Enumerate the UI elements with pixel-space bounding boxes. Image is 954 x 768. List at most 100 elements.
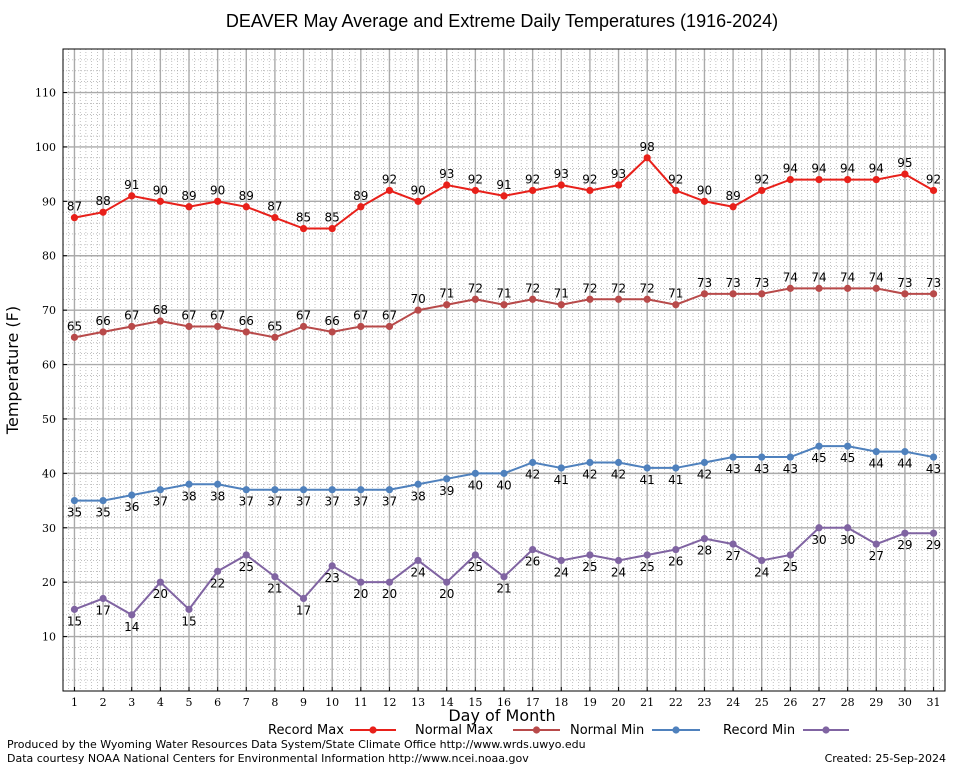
y-tick-label: 40	[42, 467, 56, 480]
data-label: 21	[496, 582, 511, 596]
data-point	[729, 203, 737, 211]
x-tick-label: 6	[214, 696, 221, 709]
data-label: 37	[382, 495, 397, 509]
data-point	[185, 203, 193, 211]
data-point	[156, 197, 164, 205]
data-label: 71	[668, 287, 683, 301]
data-point	[443, 475, 451, 483]
data-point	[529, 295, 537, 303]
data-label: 40	[496, 478, 511, 492]
x-tick-label: 28	[841, 696, 855, 709]
data-label: 43	[754, 462, 769, 476]
data-point	[643, 154, 651, 162]
data-point	[758, 556, 766, 565]
data-label: 91	[496, 178, 511, 192]
data-label: 43	[926, 462, 941, 476]
data-point	[414, 556, 422, 565]
data-point	[185, 605, 193, 613]
data-point	[156, 317, 164, 325]
data-point	[786, 551, 794, 559]
data-label: 74	[869, 270, 884, 284]
data-label: 87	[267, 200, 282, 214]
data-label: 36	[124, 500, 139, 514]
data-point	[385, 186, 394, 195]
data-point	[156, 578, 164, 586]
data-label: 37	[325, 495, 340, 509]
data-label: 25	[582, 560, 597, 574]
data-label: 28	[697, 544, 712, 558]
legend-label-normal-min: Normal Min	[570, 723, 644, 738]
legend-label-record-max: Record Max	[268, 723, 344, 738]
x-tick-label: 1	[71, 696, 78, 709]
data-label: 41	[554, 473, 569, 487]
data-point	[586, 551, 594, 559]
data-label: 93	[439, 167, 454, 181]
x-tick-label: 21	[640, 696, 654, 709]
y-tick-label: 100	[35, 141, 56, 154]
x-tick-label: 27	[812, 696, 826, 709]
data-label: 92	[468, 172, 483, 186]
data-point	[99, 208, 107, 216]
data-point	[614, 295, 623, 303]
data-point	[214, 480, 222, 488]
data-label: 44	[897, 457, 912, 471]
data-point	[672, 301, 680, 309]
data-point	[586, 458, 594, 467]
data-label: 65	[267, 319, 282, 333]
data-point	[929, 290, 938, 298]
data-point	[357, 578, 365, 586]
data-point	[299, 322, 308, 331]
x-tick-label: 29	[869, 696, 883, 709]
data-point	[328, 486, 336, 494]
x-tick-label: 26	[783, 696, 797, 709]
x-tick-label: 13	[411, 696, 425, 709]
y-tick-label: 10	[42, 631, 56, 644]
data-label: 24	[410, 565, 425, 579]
data-label: 41	[640, 473, 655, 487]
data-label: 93	[554, 167, 569, 181]
data-label: 94	[869, 162, 884, 176]
data-point	[214, 322, 222, 331]
data-label: 90	[697, 183, 712, 197]
data-point	[557, 464, 565, 472]
data-label: 92	[525, 172, 540, 186]
data-point	[700, 535, 709, 543]
y-tick-label: 90	[42, 195, 56, 208]
data-point	[729, 453, 737, 461]
data-label: 67	[382, 308, 397, 322]
data-point	[99, 328, 107, 336]
series-normal-max: 65 66 67 68 67 67 66 65 67 66 67 67 70 71 72 71 72 71 72 72…	[67, 270, 941, 341]
data-label: 45	[840, 451, 855, 465]
data-point	[414, 480, 422, 488]
data-point	[844, 175, 852, 184]
data-label: 43	[725, 462, 740, 476]
x-tick-label: 5	[186, 696, 193, 709]
data-point	[414, 306, 422, 314]
x-tick-label: 8	[271, 696, 278, 709]
data-label: 42	[697, 467, 712, 481]
data-point	[70, 496, 79, 505]
legend-swatch-marker	[672, 726, 680, 734]
footer-data-courtesy: Data courtesy NOAA National Centers for …	[7, 752, 529, 765]
data-point	[471, 469, 479, 477]
data-label: 15	[181, 614, 196, 628]
data-point	[214, 567, 222, 575]
x-axis-label: Day of Month	[448, 706, 555, 725]
data-point	[128, 322, 136, 331]
data-label: 14	[124, 620, 139, 634]
x-tick-label: 9	[300, 696, 307, 709]
x-tick-label: 4	[157, 696, 164, 709]
x-tick-label: 17	[526, 696, 540, 709]
data-point	[557, 181, 565, 189]
y-tick-label: 20	[42, 576, 56, 589]
data-point	[529, 545, 537, 554]
data-label: 87	[67, 200, 82, 214]
x-axis-ticks: 1 2 3 4 5 6 7 8 9 10 11 12 13 14 15 16 17 18 19 20 21 22 23 24 2…	[71, 687, 941, 709]
data-label: 94	[783, 162, 798, 176]
data-label: 20	[353, 587, 368, 601]
data-label: 24	[754, 565, 769, 579]
data-label: 15	[67, 614, 82, 628]
data-label: 91	[124, 178, 139, 192]
x-tick-label: 25	[755, 696, 769, 709]
data-point	[901, 529, 909, 537]
